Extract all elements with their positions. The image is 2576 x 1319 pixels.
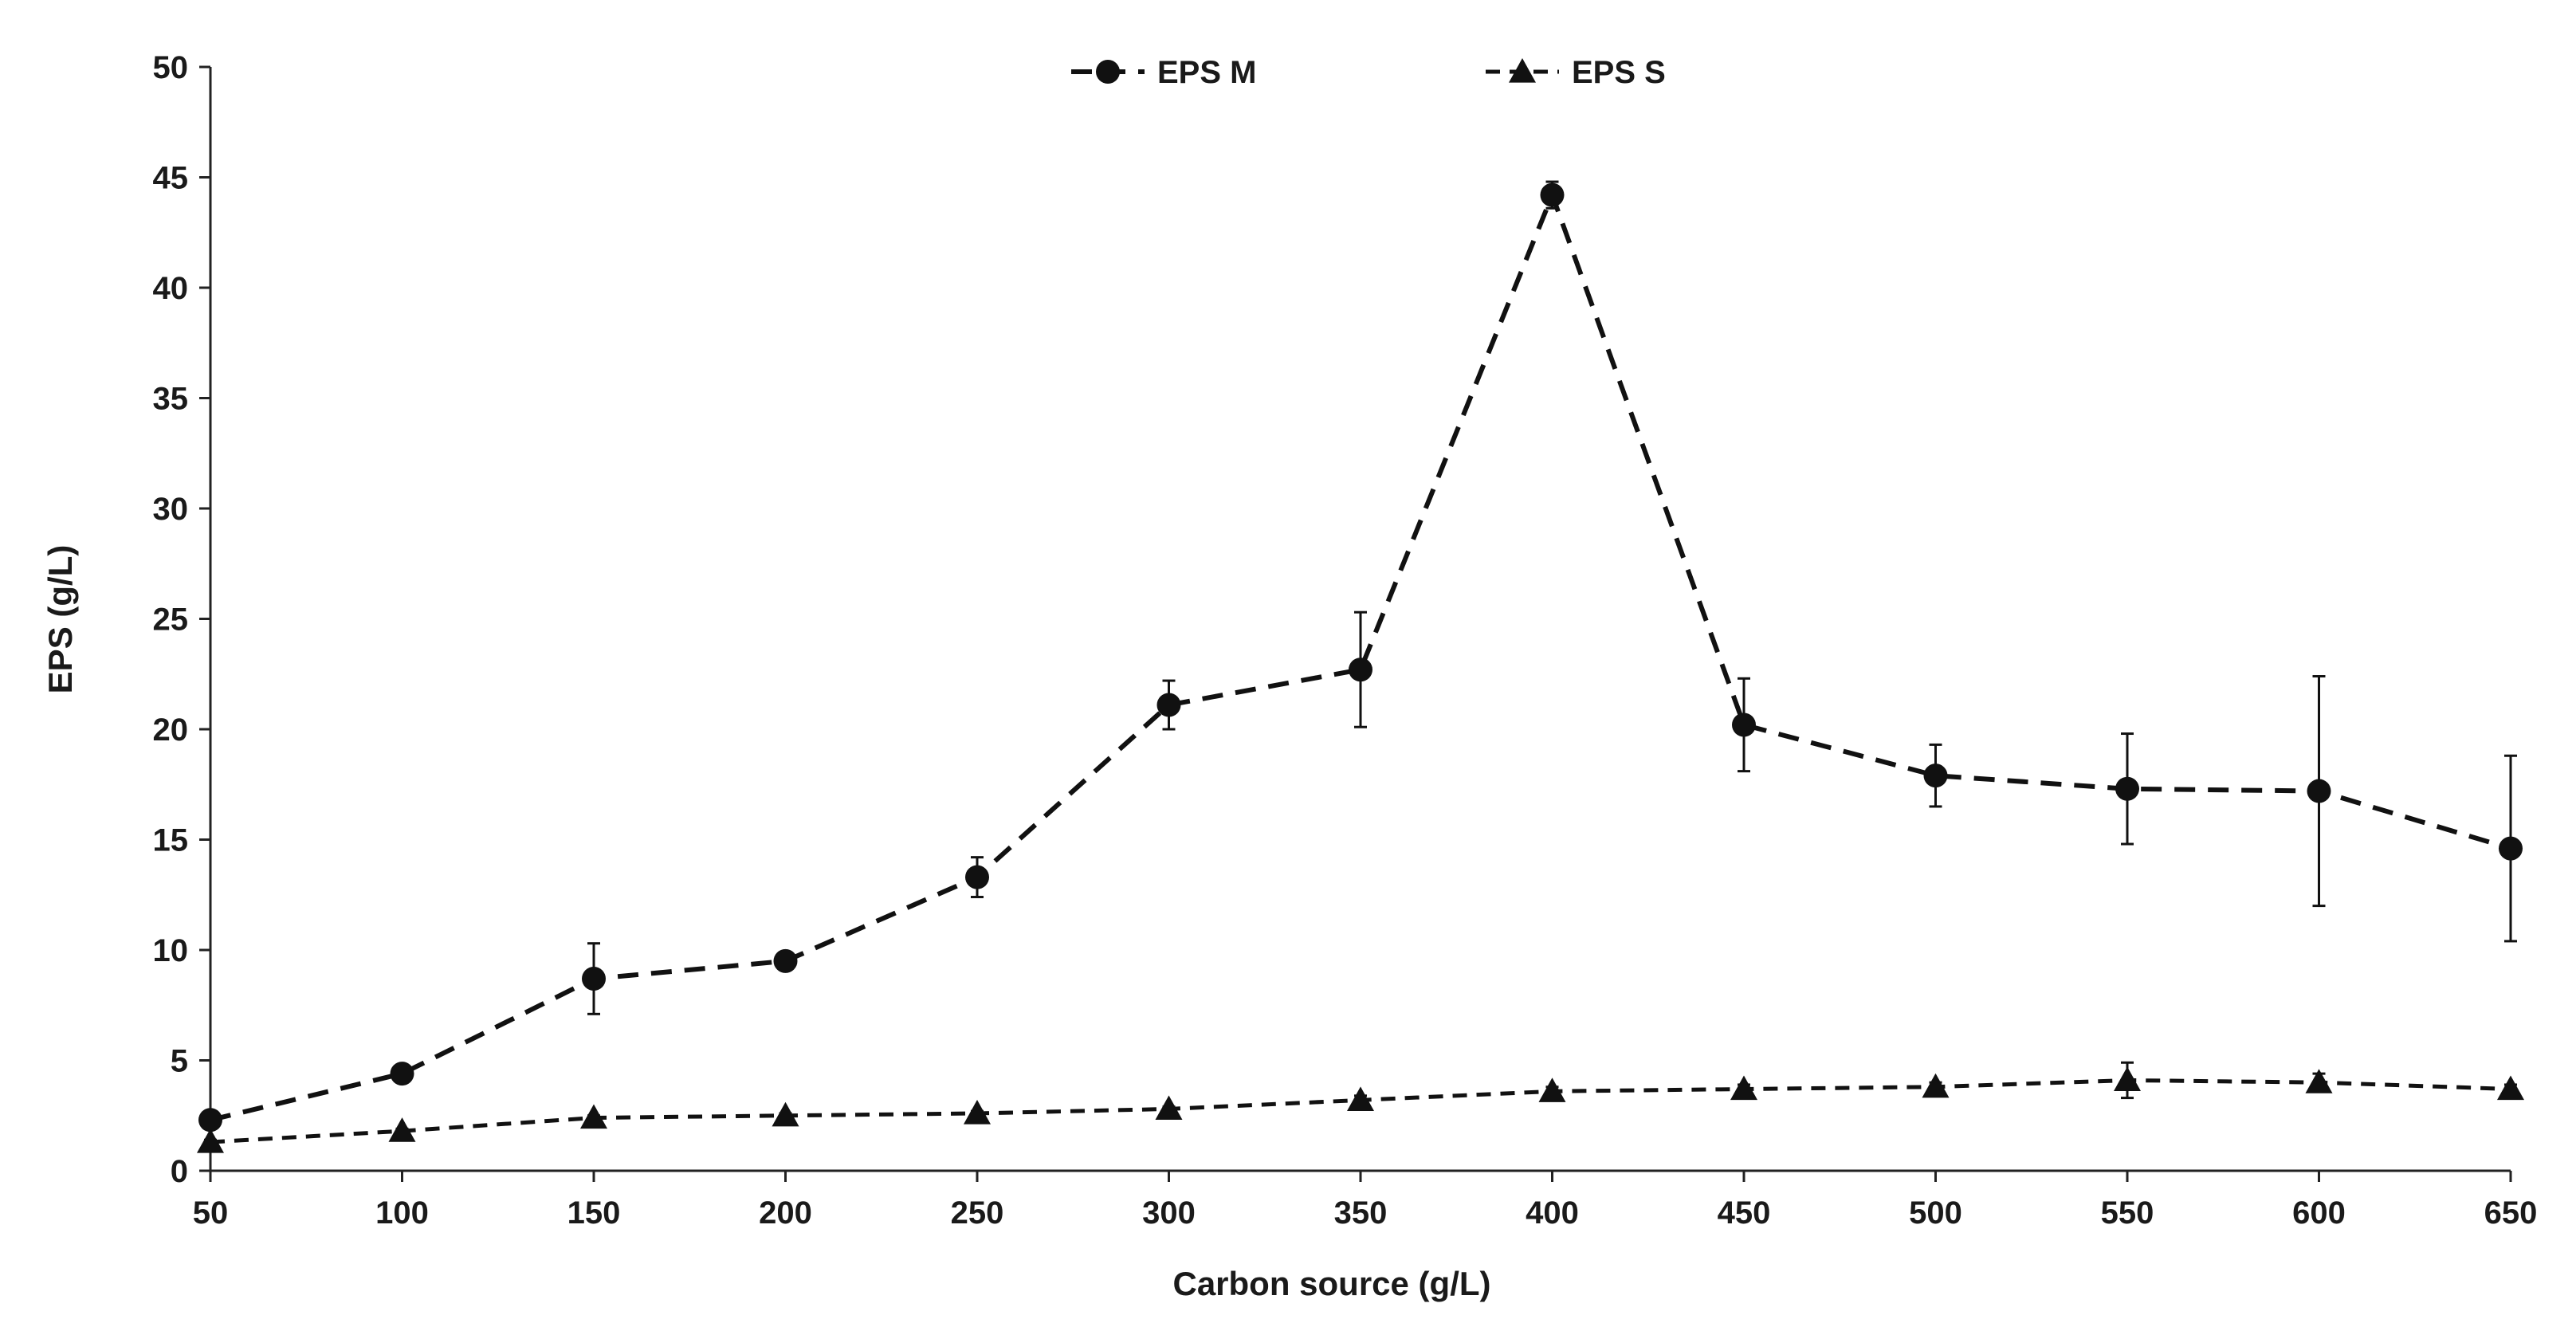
y-tick-label: 45 — [153, 161, 189, 196]
y-tick-label: 20 — [153, 712, 189, 748]
x-tick-label: 250 — [951, 1195, 1004, 1231]
y-tick-label: 40 — [153, 271, 189, 306]
data-point-eps-m — [582, 967, 606, 991]
data-point-eps-s — [1347, 1086, 1374, 1111]
x-tick-label: 650 — [2484, 1195, 2538, 1231]
y-tick-label: 15 — [153, 823, 189, 858]
y-tick-label: 0 — [171, 1154, 188, 1189]
x-tick-label: 550 — [2101, 1195, 2154, 1231]
x-tick-label: 500 — [1909, 1195, 1962, 1231]
data-point-eps-s — [197, 1128, 224, 1153]
legend-item-eps-m: EPS M — [1071, 55, 1256, 90]
legend-marker-eps-m — [1096, 60, 1120, 84]
y-axis: 0 5 10 15 20 25 30 35 40 45 50 — [153, 50, 212, 1189]
data-point-eps-m — [773, 948, 798, 973]
data-point-eps-s — [2114, 1066, 2141, 1092]
y-tick-label: 30 — [153, 492, 189, 527]
data-point-eps-s — [772, 1101, 799, 1127]
y-tick-label: 50 — [153, 50, 189, 85]
data-point-eps-m — [1349, 658, 1372, 682]
data-point-eps-m — [198, 1108, 222, 1133]
data-point-eps-m — [1732, 712, 1756, 737]
data-point-eps-m — [1540, 183, 1565, 207]
legend-label-eps-m: EPS M — [1157, 55, 1256, 90]
x-tick-label: 450 — [1718, 1195, 1771, 1231]
data-point-eps-s — [2305, 1069, 2333, 1093]
legend-label-eps-s: EPS S — [1572, 55, 1666, 90]
x-tick-label: 600 — [2292, 1195, 2346, 1231]
data-point-eps-m — [390, 1062, 414, 1086]
y-tick-label: 5 — [171, 1044, 188, 1079]
series-eps-m — [198, 180, 2523, 1133]
y-axis-label: EPS (g/L) — [41, 545, 79, 694]
data-point-eps-s — [580, 1104, 607, 1129]
data-point-eps-m — [1923, 764, 1948, 788]
data-point-eps-m — [965, 865, 989, 889]
legend-item-eps-s: EPS S — [1486, 55, 1666, 90]
data-point-eps-m — [2115, 776, 2139, 801]
x-tick-label: 150 — [567, 1195, 621, 1231]
x-tick-label: 50 — [193, 1195, 229, 1231]
data-point-eps-s — [1922, 1073, 1950, 1098]
legend-marker-eps-s — [1509, 58, 1536, 83]
x-axis: 50 100 150 200 250 300 350 400 450 500 550 600 650 — [193, 1169, 2538, 1231]
data-point-eps-m — [2307, 779, 2331, 803]
x-tick-label: 200 — [759, 1195, 812, 1231]
data-point-eps-s — [1538, 1078, 1566, 1102]
y-tick-label: 10 — [153, 933, 189, 968]
data-point-eps-m — [2499, 836, 2523, 861]
y-tick-label: 25 — [153, 603, 189, 638]
x-axis-label: Carbon source (g/L) — [1172, 1265, 1490, 1302]
data-point-eps-s — [1155, 1095, 1183, 1121]
y-tick-label: 35 — [153, 382, 189, 417]
x-tick-label: 100 — [375, 1195, 429, 1231]
legend: EPS M EPS S — [1071, 55, 1666, 90]
series-eps-s — [197, 1061, 2524, 1153]
data-point-eps-s — [388, 1117, 416, 1142]
series-layer — [197, 180, 2524, 1153]
data-point-eps-m — [1156, 693, 1181, 717]
data-point-eps-s — [1730, 1075, 1757, 1101]
x-tick-label: 400 — [1526, 1195, 1579, 1231]
data-point-eps-s — [964, 1099, 991, 1125]
data-point-eps-s — [2497, 1075, 2524, 1101]
x-tick-label: 350 — [1334, 1195, 1388, 1231]
x-tick-label: 300 — [1142, 1195, 1196, 1231]
